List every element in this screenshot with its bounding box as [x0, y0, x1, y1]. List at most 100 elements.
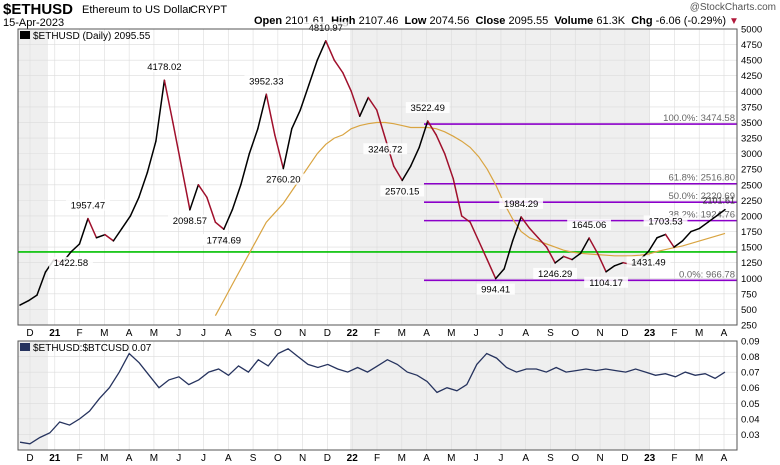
year-shade-band [18, 341, 48, 450]
price-segment [698, 221, 709, 230]
x-tick-label: 22 [347, 328, 359, 339]
watermark: @StockCharts.com [689, 2, 776, 13]
x-tick-label: A [225, 328, 232, 339]
price-label-bg [405, 102, 450, 114]
x-tick-label: D [621, 453, 628, 464]
price-segment [486, 258, 497, 280]
x-tick-label: M [695, 453, 703, 464]
price-segment [605, 265, 616, 273]
y-tick-label: 2500 [741, 180, 762, 191]
price-segment [36, 271, 47, 296]
price-segment [511, 216, 522, 242]
price-segment [562, 255, 573, 261]
x-tick-label: D [324, 328, 331, 339]
price-segment [392, 165, 403, 182]
y-tick-label: 0.03 [741, 430, 760, 441]
y-tick-label: 2000 [741, 211, 762, 222]
x-tick-label: A [522, 328, 529, 339]
x-tick-label: J [201, 453, 206, 464]
price-label: 4178.02 [147, 62, 181, 73]
fib-level-label: 100.0%: 3474.58 [663, 113, 735, 124]
x-tick-label: J [176, 453, 181, 464]
symbol-title: $ETHUSD [3, 1, 74, 18]
price-segment [375, 109, 386, 140]
price-segment [520, 216, 531, 230]
price-segment [180, 165, 191, 211]
chg-value: -6.06 (-0.29%) [655, 15, 726, 27]
price-label-bg [533, 267, 578, 279]
ratio-line [19, 348, 726, 445]
price-segment [87, 217, 98, 239]
y-tick-label: 0.05 [741, 399, 760, 410]
price-segment [138, 171, 149, 199]
price-segment [707, 215, 718, 223]
year-shade-band [350, 341, 650, 450]
x-tick-label: O [274, 328, 282, 339]
price-segment [359, 96, 370, 117]
price-segment [299, 84, 310, 111]
price-label: 1104.17 [589, 278, 623, 289]
price-label-bg [261, 173, 306, 185]
y-tick-label: 3500 [741, 118, 762, 129]
price-label-bg [244, 75, 289, 87]
price-label-bg [567, 219, 611, 231]
x-tick-label: M [398, 328, 406, 339]
y-tick-label: 3000 [741, 149, 762, 160]
price-segment [291, 109, 302, 130]
price-segment [715, 208, 726, 217]
x-tick-label: 22 [347, 453, 359, 464]
y-tick-label: 0.08 [741, 352, 760, 363]
volume-value: 61.3K [596, 15, 626, 27]
price-segment [477, 240, 488, 261]
x-tick-label: A [225, 453, 232, 464]
open-label: Open [254, 15, 283, 27]
price-segment [316, 40, 327, 61]
price-segment [681, 230, 692, 242]
price-segment [19, 299, 30, 306]
x-tick-label: M [100, 453, 108, 464]
price-segment [409, 146, 420, 167]
x-tick-label: J [474, 328, 479, 339]
price-segment [265, 93, 276, 136]
price-segment [129, 196, 140, 217]
price-segment [231, 184, 242, 211]
x-tick-label: N [596, 328, 603, 339]
price-label-bg [584, 276, 628, 288]
price-segment [104, 233, 115, 242]
price-label: 3522.49 [411, 103, 445, 114]
exchange-label: CRYPT [190, 4, 228, 16]
price-segment [197, 184, 208, 199]
x-tick-label: M [100, 328, 108, 339]
price-segment [163, 79, 174, 124]
x-tick-label: N [299, 328, 306, 339]
x-tick-label: J [498, 453, 503, 464]
price-legend: $ETHUSD (Daily) 2095.55 [33, 31, 151, 42]
x-tick-label: 21 [49, 328, 61, 339]
price-segment [426, 120, 437, 136]
price-segment [503, 240, 514, 270]
x-tick-label: F [671, 328, 677, 339]
price-label-bg [201, 234, 246, 246]
year-shade-band [18, 29, 48, 325]
x-tick-label: 21 [49, 453, 61, 464]
price-segment [248, 127, 259, 155]
price-segment [596, 252, 607, 273]
price-segment [647, 237, 658, 253]
x-tick-label: F [77, 453, 83, 464]
price-segment [350, 90, 361, 117]
y-tick-label: 3250 [741, 134, 762, 145]
price-label: 1246.29 [538, 269, 572, 280]
y-tick-label: 0.07 [741, 368, 760, 379]
y-tick-label: 4000 [741, 87, 762, 98]
price-segment [545, 246, 556, 264]
y-tick-label: 3750 [741, 102, 762, 113]
price-label: 1645.06 [572, 220, 606, 231]
price-segment [146, 140, 157, 174]
price-label-bg [499, 197, 544, 209]
price-segment [78, 217, 89, 245]
high-value: 2107.46 [358, 15, 399, 27]
y-tick-label: 4250 [741, 71, 762, 82]
y-tick-label: 4750 [741, 40, 762, 51]
